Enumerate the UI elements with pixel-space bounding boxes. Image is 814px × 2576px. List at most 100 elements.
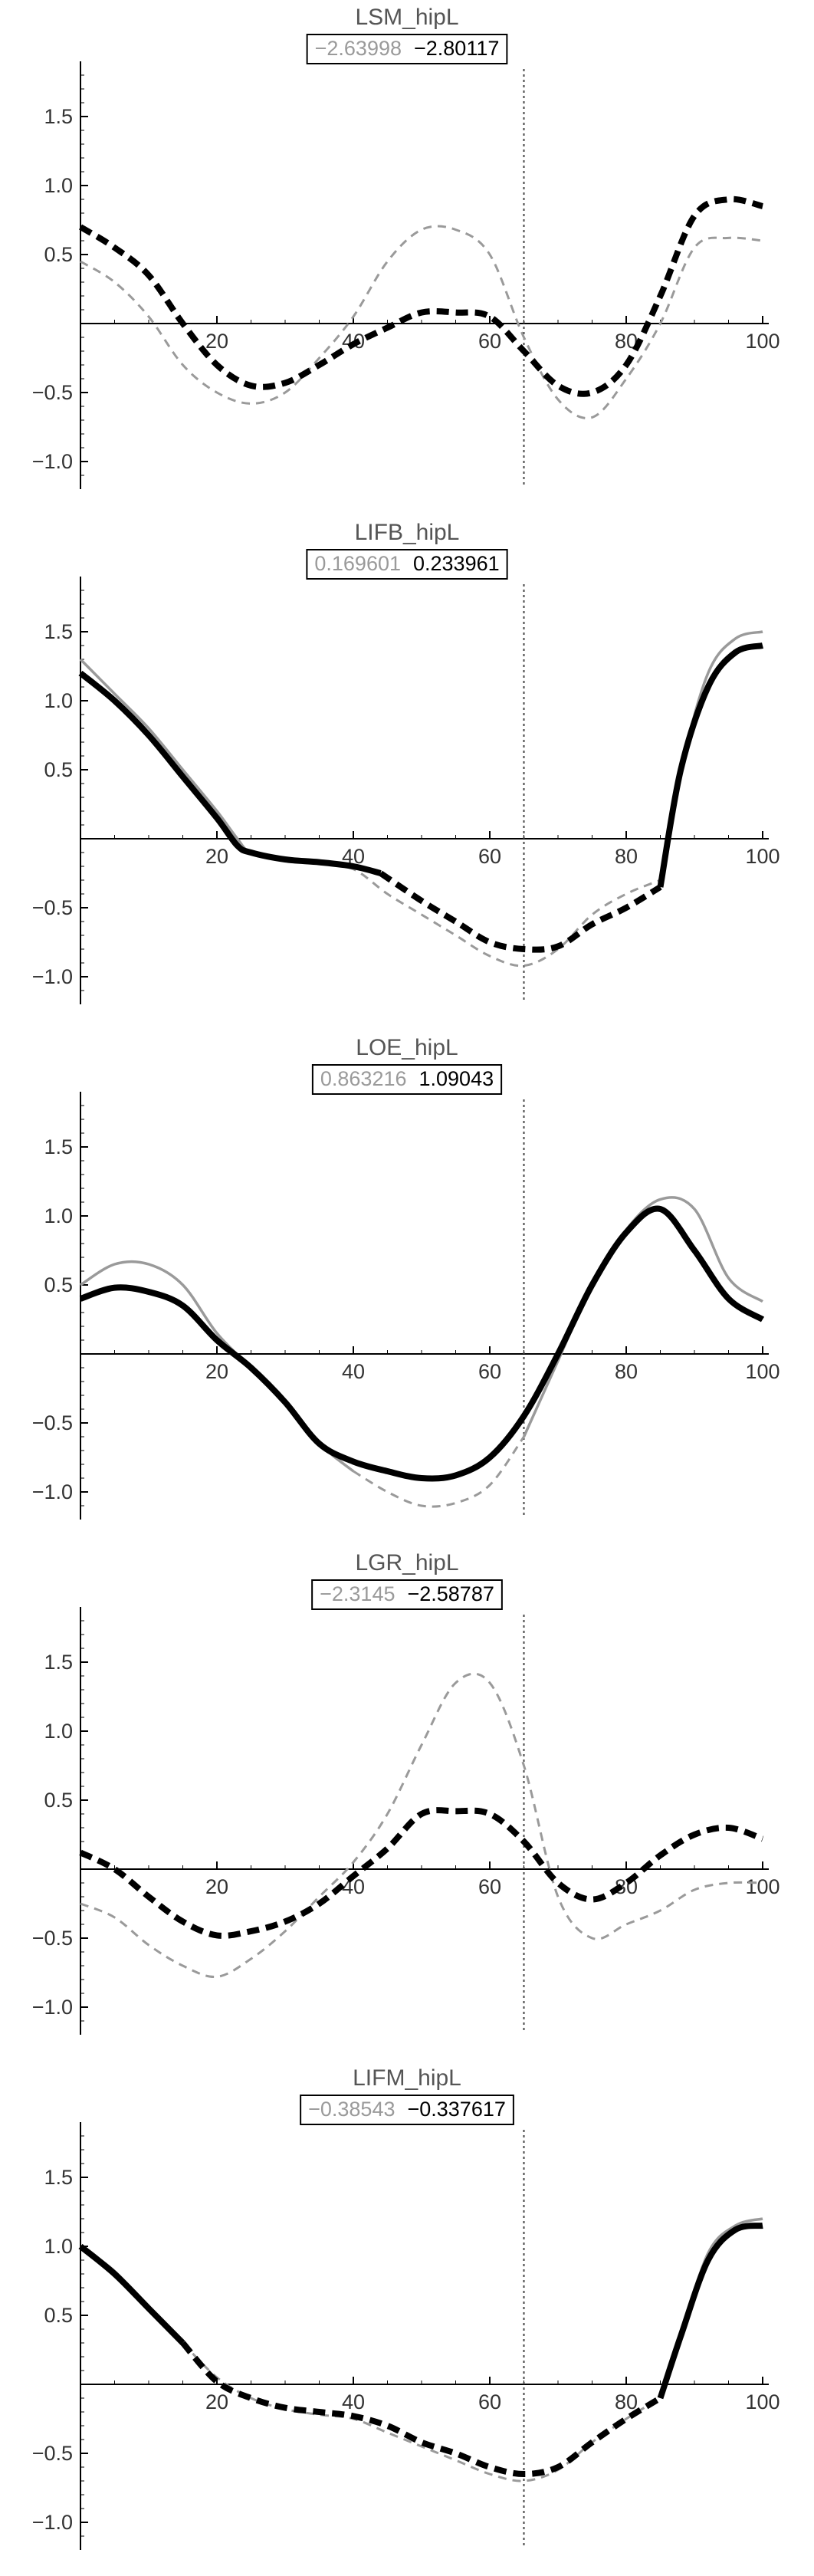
x-tick-label: 40 — [342, 1360, 365, 1383]
chart-title: LIFB_hipL — [355, 520, 460, 545]
y-tick-label: −0.5 — [32, 2442, 73, 2465]
series-current — [78, 2223, 763, 2477]
series-line-dashed — [80, 225, 763, 419]
y-tick-label: −1.0 — [32, 1996, 73, 2019]
series-line-solid — [657, 2223, 763, 2400]
y-tick-label: 0.5 — [44, 243, 73, 266]
series-line-dashed — [353, 1436, 525, 1508]
series-line-dashed — [79, 1807, 764, 1939]
series-line-dashed — [379, 870, 662, 953]
series-line-solid — [79, 658, 320, 866]
series-line-dashed — [319, 862, 661, 968]
x-tick-label: 80 — [615, 1360, 638, 1383]
x-tick-label: 80 — [615, 2390, 638, 2413]
badge-value-current: −2.58787 — [407, 1582, 494, 1605]
badge-frame — [306, 549, 508, 580]
y-tick-label: 1.5 — [44, 2166, 73, 2189]
y-tick-label: 1.0 — [44, 689, 73, 712]
y-tick-label: 1.5 — [44, 1651, 73, 1674]
y-tick-label: −0.5 — [32, 381, 73, 404]
badge-value-reference: −2.63998 — [315, 37, 402, 60]
y-tick-label: 1.5 — [44, 1135, 73, 1158]
series-line-dashed — [180, 2341, 662, 2477]
series-line-dashed — [182, 2341, 661, 2482]
series-line-solid — [657, 642, 763, 888]
y-tick-label: 0.5 — [44, 1273, 73, 1296]
series-reference — [79, 630, 763, 968]
series-reference — [80, 225, 763, 419]
chart-lifm-hipl: LIFM_hipL −0.38543 −0.337617 −1.0 −0.5 0.5 1.0… — [32, 2065, 780, 2550]
series-line-dashed — [78, 196, 763, 397]
series-current — [78, 196, 763, 397]
chart-lifb-hipl: LIFB_hipL 0.169601 0.233961 −1.0 −0.5 0.5 1.0 1… — [32, 520, 780, 1004]
x-tick-label: 60 — [478, 1875, 501, 1898]
badge-frame — [311, 1064, 503, 1095]
value-badge: 0.169601 0.233961 — [306, 549, 508, 580]
badge-frame — [306, 34, 508, 64]
y-tick-label: −0.5 — [32, 1411, 73, 1434]
x-tick-label: 60 — [478, 1360, 501, 1383]
y-tick-label: 0.5 — [44, 2304, 73, 2327]
y-tick-label: 0.5 — [44, 1789, 73, 1812]
x-tick-label: 60 — [478, 845, 501, 868]
series-line-solid — [658, 630, 763, 881]
x-tick-label: 100 — [745, 845, 780, 868]
y-tick-label: −0.5 — [32, 1927, 73, 1950]
y-tick-label: −1.0 — [32, 450, 73, 473]
y-tick-label: 0.5 — [44, 758, 73, 781]
series-line-solid — [658, 2217, 763, 2399]
badge-value-current: 1.09043 — [419, 1067, 494, 1090]
badge-frame — [300, 2095, 514, 2125]
value-badge: −2.3145 −2.58787 — [311, 1579, 503, 1610]
x-tick-label: 100 — [745, 330, 780, 353]
chart-title: LGR_hipL — [355, 1550, 458, 1576]
chart-lsm-hipl: LSM_hipL −2.63998 −2.80117 −1.0 −0.5 0.5 1.0 1.… — [32, 5, 780, 489]
x-tick-label: 20 — [205, 1875, 228, 1898]
y-tick-label: 1.5 — [44, 620, 73, 643]
series-current — [78, 642, 763, 953]
series-current — [79, 1205, 765, 1482]
x-tick-label: 60 — [478, 330, 501, 353]
badge-value-current: −2.80117 — [414, 37, 499, 60]
x-tick-label: 20 — [205, 845, 228, 868]
y-tick-label: 1.0 — [44, 2235, 73, 2258]
y-tick-label: 1.0 — [44, 174, 73, 197]
series-line-solid — [522, 1196, 763, 1438]
chart-title: LSM_hipL — [355, 5, 458, 30]
badge-frame — [311, 1579, 503, 1610]
series-line-dashed — [80, 1672, 763, 1978]
y-tick-label: −1.0 — [32, 1480, 73, 1503]
y-tick-label: 1.0 — [44, 1204, 73, 1227]
x-tick-label: 100 — [745, 2390, 780, 2413]
series-reference — [79, 2217, 763, 2482]
y-tick-label: 1.5 — [44, 105, 73, 128]
badge-value-reference: 0.169601 — [314, 552, 401, 575]
badge-value-current: 0.233961 — [413, 552, 500, 575]
chart-title: LOE_hipL — [356, 1035, 458, 1060]
x-tick-label: 80 — [615, 845, 638, 868]
badge-value-reference: −2.3145 — [320, 1582, 395, 1605]
x-tick-label: 40 — [342, 2390, 365, 2413]
value-badge: −2.63998 −2.80117 — [306, 34, 508, 64]
x-tick-label: 20 — [205, 2390, 228, 2413]
chart-title: LIFM_hipL — [353, 2065, 461, 2091]
badge-value-current: −0.337617 — [407, 2098, 505, 2121]
y-tick-label: −1.0 — [32, 2511, 73, 2534]
series-reference — [80, 1672, 763, 1978]
x-tick-label: 100 — [745, 1875, 780, 1898]
series-line-solid — [79, 1205, 765, 1482]
badge-value-reference: 0.863216 — [320, 1067, 407, 1090]
y-tick-label: −1.0 — [32, 965, 73, 988]
chart-loe-hipl: LOE_hipL 0.863216 1.09043 −1.0 −0.5 0.5 1.0 1.5… — [32, 1035, 780, 1520]
series-current — [79, 1807, 764, 1939]
x-tick-label: 60 — [478, 2390, 501, 2413]
x-tick-label: 20 — [205, 1360, 228, 1383]
value-badge: −0.38543 −0.337617 — [300, 2095, 514, 2125]
series-line-solid — [78, 2243, 185, 2345]
x-tick-label: 100 — [745, 1360, 780, 1383]
badge-value-reference: −0.38543 — [308, 2098, 395, 2121]
series-line-solid — [78, 670, 382, 876]
value-badge: 0.863216 1.09043 — [311, 1064, 503, 1095]
chart-lgr-hipl: LGR_hipL −2.3145 −2.58787 −1.0 −0.5 0.5 1.0 1.5… — [32, 1550, 780, 2035]
